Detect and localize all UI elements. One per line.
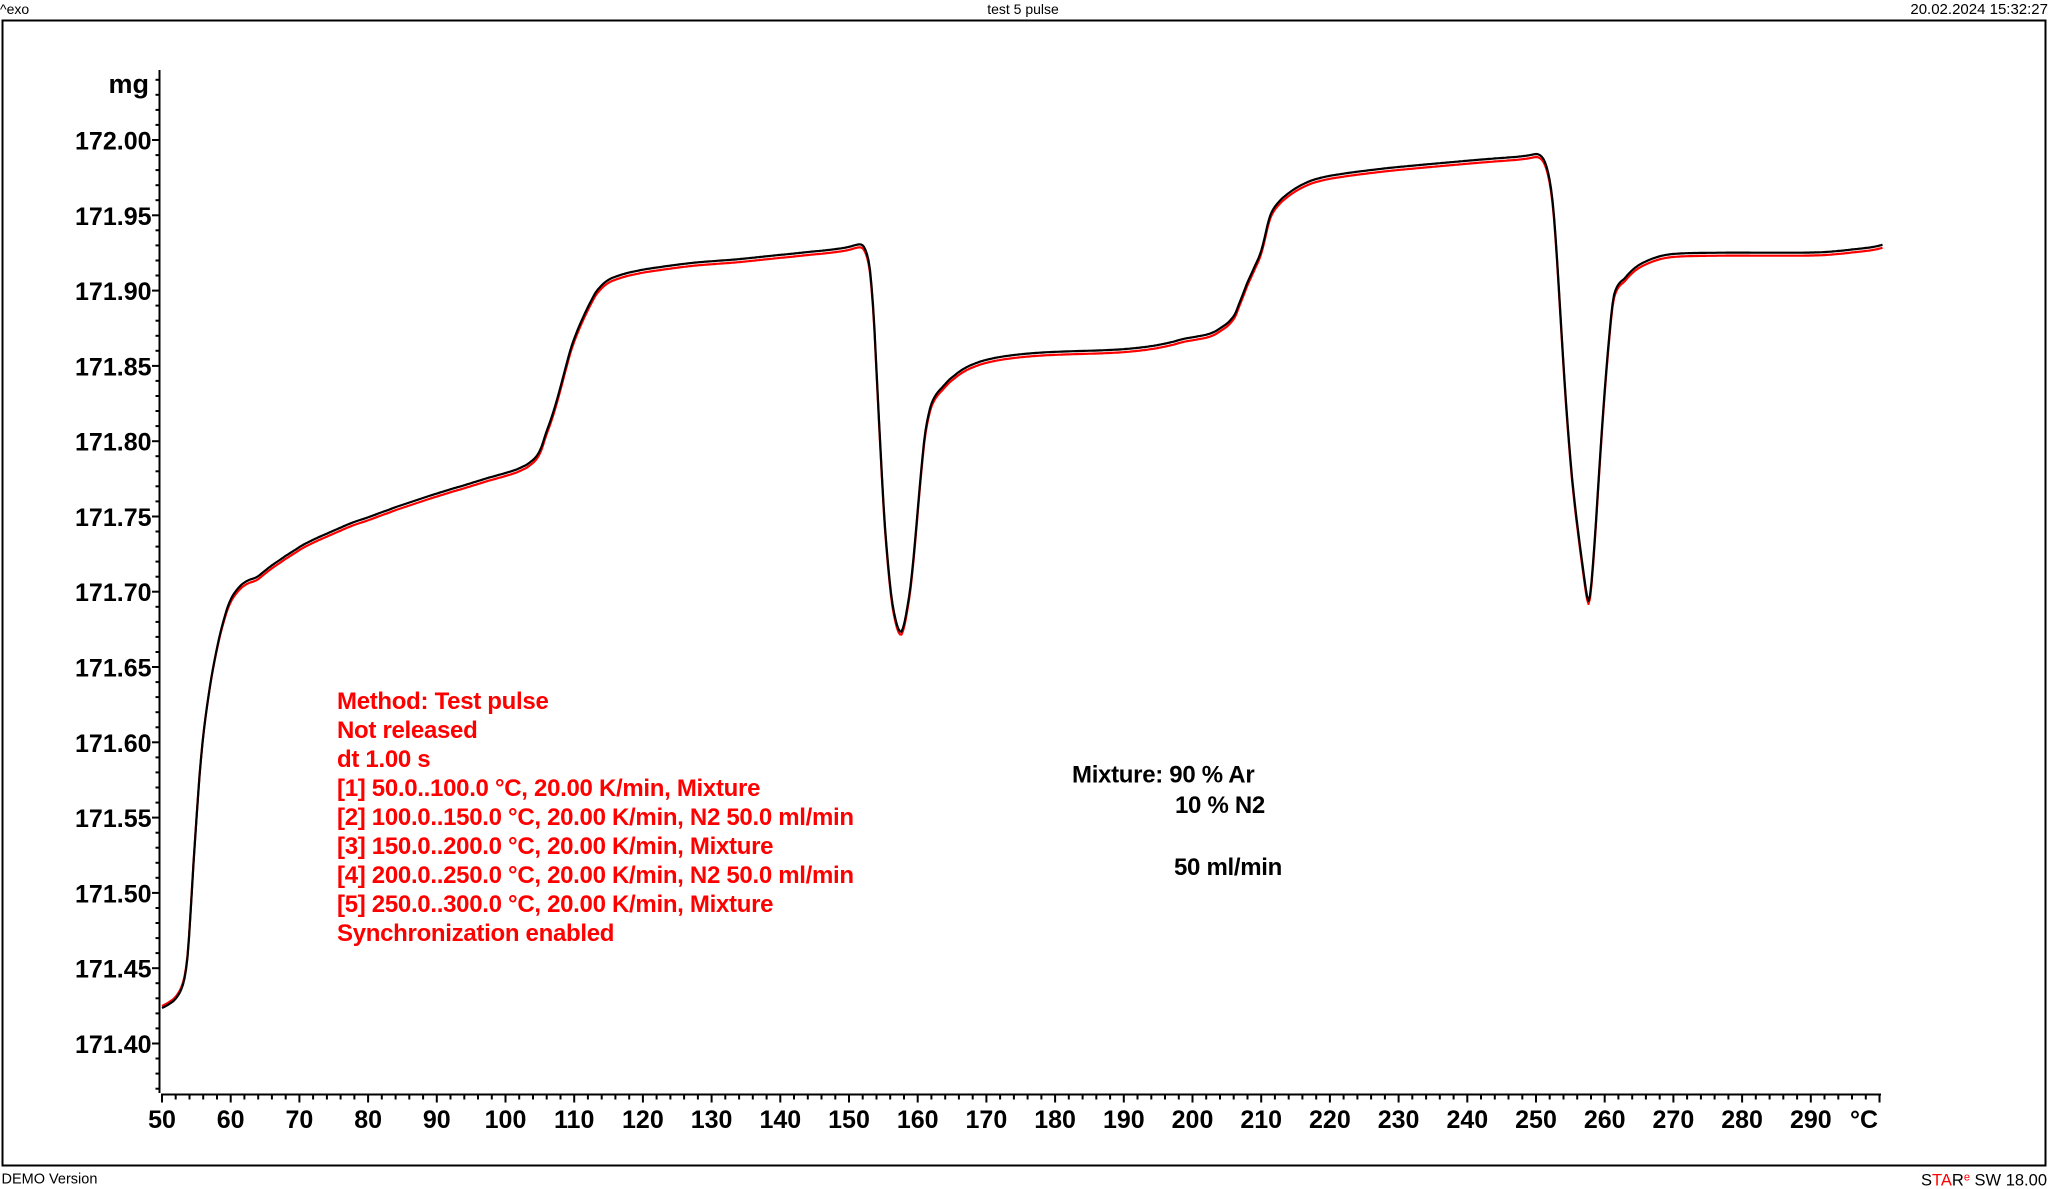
svg-text:270: 270 <box>1653 1106 1695 1134</box>
svg-text:171.90: 171.90 <box>75 278 151 306</box>
svg-text:220: 220 <box>1309 1106 1351 1134</box>
svg-text:160: 160 <box>897 1106 939 1134</box>
svg-text:test 5 pulse: test 5 pulse <box>987 1 1059 17</box>
svg-text:171.70: 171.70 <box>75 579 151 607</box>
svg-text:200: 200 <box>1172 1106 1214 1134</box>
svg-text:150: 150 <box>828 1106 870 1134</box>
svg-text:171.80: 171.80 <box>75 429 151 457</box>
svg-text:171.95: 171.95 <box>75 203 152 231</box>
svg-text:°C: °C <box>1850 1106 1878 1134</box>
svg-text:230: 230 <box>1378 1106 1420 1134</box>
svg-text:171.75: 171.75 <box>75 504 152 532</box>
svg-text:STARe SW 18.00: STARe SW 18.00 <box>1921 1172 2047 1189</box>
svg-text:50: 50 <box>148 1106 176 1134</box>
svg-text:171.50: 171.50 <box>75 880 151 908</box>
svg-text:171.45: 171.45 <box>75 956 152 984</box>
svg-text:171.85: 171.85 <box>75 353 152 381</box>
svg-text:210: 210 <box>1240 1106 1282 1134</box>
svg-text:50 ml/min: 50 ml/min <box>1174 854 1282 881</box>
svg-text:120: 120 <box>622 1106 664 1134</box>
svg-text:70: 70 <box>285 1106 313 1134</box>
svg-text:Synchronization enabled: Synchronization enabled <box>337 920 614 947</box>
svg-text:171.40: 171.40 <box>75 1031 151 1059</box>
svg-text:110: 110 <box>554 1106 594 1134</box>
svg-text:mg: mg <box>109 69 150 99</box>
svg-text:DEMO Version: DEMO Version <box>2 1172 98 1188</box>
svg-text:[2] 100.0..150.0 °C, 20.00 K/m: [2] 100.0..150.0 °C, 20.00 K/min, N2 50.… <box>337 804 854 831</box>
svg-text:240: 240 <box>1446 1106 1488 1134</box>
svg-text:260: 260 <box>1584 1106 1626 1134</box>
svg-text:280: 280 <box>1721 1106 1763 1134</box>
svg-text:180: 180 <box>1034 1106 1076 1134</box>
svg-text:[3] 150.0..200.0 °C, 20.00 K/m: [3] 150.0..200.0 °C, 20.00 K/min, Mixtur… <box>337 833 773 860</box>
svg-text:172.00: 172.00 <box>75 128 151 156</box>
svg-text:171.55: 171.55 <box>75 805 152 833</box>
svg-text:140: 140 <box>759 1106 801 1134</box>
svg-text:[5] 250.0..300.0 °C, 20.00 K/m: [5] 250.0..300.0 °C, 20.00 K/min, Mixtur… <box>337 891 773 918</box>
svg-text:80: 80 <box>354 1106 382 1134</box>
svg-text:170: 170 <box>966 1106 1008 1134</box>
svg-text:20.02.2024 15:32:27: 20.02.2024 15:32:27 <box>1910 1 2048 18</box>
svg-text:Not released: Not released <box>337 717 477 744</box>
svg-text:250: 250 <box>1515 1106 1557 1134</box>
svg-text:171.60: 171.60 <box>75 730 151 758</box>
svg-text:dt 1.00 s: dt 1.00 s <box>337 746 430 773</box>
svg-text:[1] 50.0..100.0 °C, 20.00 K/mi: [1] 50.0..100.0 °C, 20.00 K/min, Mixture <box>337 775 760 802</box>
svg-text:10 % N2: 10 % N2 <box>1175 792 1265 819</box>
svg-text:Mixture: 90 % Ar: Mixture: 90 % Ar <box>1072 762 1254 789</box>
svg-text:100: 100 <box>485 1106 527 1134</box>
svg-text:171.65: 171.65 <box>75 655 152 683</box>
svg-text:90: 90 <box>423 1106 451 1134</box>
svg-text:Method: Test pulse: Method: Test pulse <box>337 688 549 715</box>
svg-text:190: 190 <box>1103 1106 1145 1134</box>
svg-text:290: 290 <box>1790 1106 1832 1134</box>
svg-text:^exo: ^exo <box>0 1 29 17</box>
svg-text:130: 130 <box>691 1106 733 1134</box>
svg-text:60: 60 <box>217 1106 245 1134</box>
svg-text:[4] 200.0..250.0 °C, 20.00 K/m: [4] 200.0..250.0 °C, 20.00 K/min, N2 50.… <box>337 862 854 889</box>
